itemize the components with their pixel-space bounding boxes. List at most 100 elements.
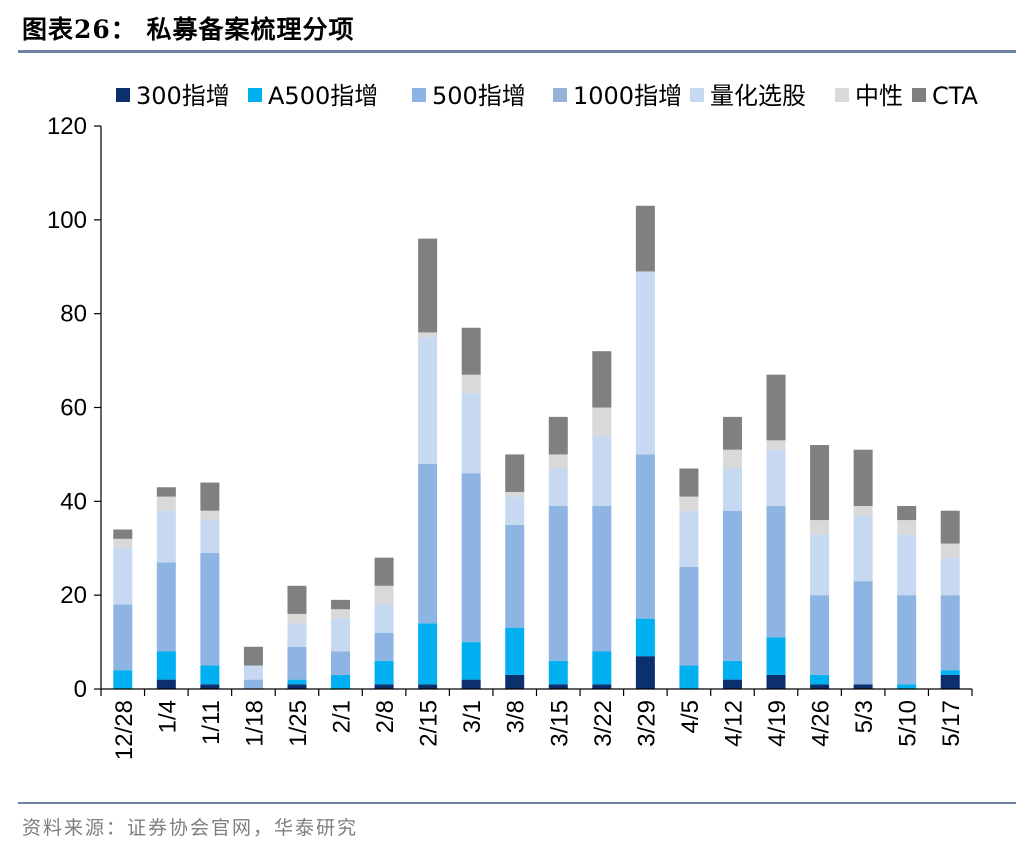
x-tick-label: 3/1 bbox=[459, 700, 486, 733]
x-tick-label: 3/15 bbox=[546, 700, 573, 747]
bar-segment-3-22-s4 bbox=[592, 435, 612, 507]
x-tick-label: 4/12 bbox=[720, 700, 747, 747]
bar-group bbox=[113, 205, 960, 689]
bar-segment-1-25-s4 bbox=[287, 623, 307, 647]
bar-segment-5-17-s1 bbox=[940, 670, 960, 675]
bar-segment-1-25-s1 bbox=[287, 679, 307, 685]
bar-segment-5-3-s4 bbox=[853, 515, 873, 582]
bar-segment-2-8-s0 bbox=[374, 684, 394, 689]
bar-segment-3-1-s0 bbox=[461, 679, 481, 689]
bar-segment-1-25-s0 bbox=[287, 684, 307, 689]
bar-segment-5-17-s5 bbox=[940, 543, 960, 558]
bar-segment-4-5-s6 bbox=[679, 468, 699, 497]
legend-swatch-3 bbox=[553, 88, 567, 102]
title-divider bbox=[18, 50, 1016, 53]
bar-segment-2-1-s6 bbox=[331, 599, 351, 610]
bar-segment-3-15-s0 bbox=[548, 684, 568, 689]
bar-segment-1-25-s5 bbox=[287, 613, 307, 624]
bar-segment-3-29-s2 bbox=[635, 454, 655, 619]
x-tick-label: 1/11 bbox=[198, 700, 225, 745]
bar-segment-2-15-s4 bbox=[418, 337, 438, 464]
bar-segment-1-11-s4 bbox=[200, 520, 220, 553]
bar-segment-2-8-s2 bbox=[374, 632, 394, 661]
bar-segment-3-1-s5 bbox=[461, 374, 481, 394]
figure-title: 图表26： 私募备案梳理分项 bbox=[22, 15, 355, 44]
bar-segment-1-11-s1 bbox=[200, 665, 220, 685]
bar-segment-1-18-s2 bbox=[243, 679, 263, 689]
bar-segment-4-12-s5 bbox=[722, 449, 742, 469]
bar-segment-3-22-s6 bbox=[592, 351, 612, 408]
bar-segment-1-11-s6 bbox=[200, 482, 220, 511]
bar-segment-3-22-s2 bbox=[592, 506, 612, 652]
bar-segment-5-3-s6 bbox=[853, 449, 873, 507]
bar-segment-3-8-s2 bbox=[505, 524, 525, 629]
x-tick-label: 1/4 bbox=[154, 700, 181, 733]
legend-label: 500指增 bbox=[432, 82, 526, 110]
x-tick-label: 3/29 bbox=[633, 700, 660, 747]
bar-segment-1-4-s2 bbox=[156, 562, 176, 652]
bar-segment-3-29-s6 bbox=[635, 205, 655, 272]
bar-segment-3-15-s6 bbox=[548, 416, 568, 455]
bar-segment-3-22-s5 bbox=[592, 407, 612, 436]
bar-segment-5-10-s5 bbox=[897, 520, 917, 535]
legend-label: A500指增 bbox=[268, 82, 378, 110]
bar-segment-4-12-s0 bbox=[722, 679, 742, 689]
y-tick-label: 120 bbox=[47, 113, 87, 140]
bar-segment-3-22-s0 bbox=[592, 684, 612, 689]
y-tick-label: 0 bbox=[74, 676, 87, 703]
bar-segment-1-11-s2 bbox=[200, 552, 220, 666]
bar-segment-4-26-s4 bbox=[810, 534, 830, 596]
y-tick-label: 100 bbox=[47, 207, 87, 234]
bar-segment-2-1-s1 bbox=[331, 674, 351, 689]
bar-segment-5-17-s6 bbox=[940, 510, 960, 544]
source-note: 资料来源：证券协会官网，华泰研究 bbox=[22, 817, 359, 839]
bar-segment-2-15-s0 bbox=[418, 684, 438, 689]
x-tick-label: 4/26 bbox=[808, 700, 835, 747]
bar-segment-3-8-s6 bbox=[505, 454, 525, 492]
x-tick-label: 5/17 bbox=[938, 700, 965, 747]
bar-segment-5-3-s2 bbox=[853, 581, 873, 685]
bar-segment-2-8-s4 bbox=[374, 604, 394, 633]
bar-segment-1-18-s4 bbox=[243, 665, 263, 680]
bar-segment-4-5-s4 bbox=[679, 510, 699, 568]
bar-segment-4-19-s5 bbox=[766, 440, 786, 450]
bar-segment-1-4-s6 bbox=[156, 487, 176, 497]
legend-swatch-6 bbox=[912, 88, 926, 102]
bar-segment-3-8-s0 bbox=[505, 674, 525, 689]
bar-segment-4-19-s1 bbox=[766, 637, 786, 675]
bar-segment-1-11-s0 bbox=[200, 684, 220, 689]
bar-segment-3-15-s4 bbox=[548, 468, 568, 507]
bar-segment-2-15-s6 bbox=[418, 238, 438, 333]
bar-segment-12-28-s6 bbox=[113, 529, 133, 539]
bar-segment-12-28-s2 bbox=[113, 604, 133, 671]
bar-segment-1-11-s5 bbox=[200, 510, 220, 521]
bar-segment-4-19-s4 bbox=[766, 449, 786, 507]
stacked-bar-chart: 300指增 A500指增 500指增 1000指增 量化选股 中性 CTA 0 20 40 60 8… bbox=[47, 82, 979, 760]
bar-segment-12-28-s5 bbox=[113, 538, 133, 549]
legend-label: 300指增 bbox=[136, 82, 230, 110]
x-tick-label: 12/28 bbox=[111, 700, 138, 760]
legend-swatch-2 bbox=[412, 88, 426, 102]
bar-segment-12-28-s4 bbox=[113, 548, 133, 605]
bar-segment-4-19-s2 bbox=[766, 506, 786, 638]
x-tick-label: 1/18 bbox=[241, 700, 268, 747]
bar-segment-3-8-s4 bbox=[505, 496, 525, 525]
x-tick-label: 1/25 bbox=[285, 700, 312, 747]
bar-segment-1-4-s1 bbox=[156, 651, 176, 680]
bar-segment-2-8-s1 bbox=[374, 660, 394, 685]
legend-swatch-0 bbox=[116, 88, 130, 102]
bar-segment-5-17-s4 bbox=[940, 557, 960, 596]
bar-segment-3-29-s4 bbox=[635, 271, 655, 455]
bar-segment-1-18-s6 bbox=[243, 646, 263, 666]
bar-segment-3-1-s1 bbox=[461, 642, 481, 680]
bar-segment-1-25-s6 bbox=[287, 585, 307, 614]
legend-label: 量化选股 bbox=[710, 82, 806, 110]
bar-segment-5-17-s0 bbox=[940, 674, 960, 689]
bar-segment-3-15-s1 bbox=[548, 660, 568, 685]
legend-label: 中性 bbox=[855, 82, 903, 110]
bar-segment-3-8-s5 bbox=[505, 491, 525, 497]
bar-segment-3-1-s2 bbox=[461, 473, 481, 643]
bar-segment-3-1-s6 bbox=[461, 327, 481, 375]
bar-segment-4-5-s2 bbox=[679, 567, 699, 666]
bar-segment-2-8-s6 bbox=[374, 557, 394, 586]
